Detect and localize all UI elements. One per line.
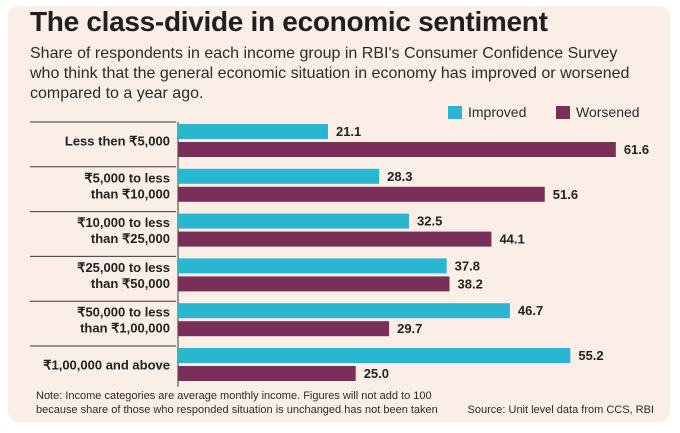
category-label-line: than ₹25,000 — [91, 231, 170, 246]
value-label-worsened: 25.0 — [364, 366, 389, 381]
value-label-improved: 37.8 — [455, 258, 480, 273]
category-label-line: ₹50,000 to less — [77, 305, 170, 320]
category-label-line: than ₹1,00,000 — [80, 321, 170, 336]
value-label-improved: 55.2 — [578, 348, 603, 363]
bar-improved-4 — [178, 303, 510, 319]
bar-worsened-1 — [178, 186, 545, 202]
category-label-line: ₹25,000 to less — [77, 260, 170, 275]
category-label: Less then ₹5,000 — [65, 134, 170, 149]
legend-worsened-label: Worsened — [576, 104, 640, 120]
category-label-line: Less then ₹5,000 — [65, 134, 170, 149]
bar-improved-0 — [178, 124, 328, 139]
category-label: ₹1,00,000 and above — [43, 358, 170, 373]
value-label-worsened: 29.7 — [397, 321, 422, 336]
chart-subtitle: Share of respondents in each income grou… — [30, 45, 630, 102]
value-label-worsened: 51.6 — [553, 187, 578, 202]
chart-title: The class-divide in economic sentiment — [30, 6, 548, 37]
source-credit: Source: Unit level data from CCS, RBI — [467, 404, 654, 416]
value-label-worsened: 44.1 — [499, 232, 524, 247]
category-label-line: ₹1,00,000 and above — [43, 358, 170, 373]
value-label-improved: 46.7 — [518, 303, 543, 318]
category-label-line: than ₹10,000 — [91, 186, 170, 201]
bar-worsened-4 — [178, 321, 390, 337]
bar-worsened-0 — [178, 142, 616, 157]
value-label-improved: 32.5 — [417, 214, 442, 229]
bar-improved-1 — [178, 168, 380, 184]
value-label-improved: 28.3 — [387, 169, 412, 184]
legend-improved: Improved — [448, 104, 526, 120]
category-label-line: than ₹50,000 — [91, 276, 170, 291]
bar-improved-3 — [178, 258, 447, 274]
category-label: ₹5,000 to less than ₹10,000 — [84, 170, 170, 201]
legend-improved-swatch — [448, 105, 462, 119]
value-label-worsened: 38.2 — [458, 276, 483, 291]
category-label: ₹10,000 to less than ₹25,000 — [77, 215, 170, 246]
category-label: ₹50,000 to less than ₹1,00,000 — [77, 305, 170, 336]
bar-worsened-3 — [178, 276, 450, 292]
category-label-line: ₹10,000 to less — [77, 215, 170, 230]
bar-worsened-5 — [178, 366, 356, 381]
value-label-improved: 21.1 — [336, 124, 361, 139]
value-label-worsened: 61.6 — [624, 142, 649, 157]
bar-worsened-2 — [178, 231, 492, 247]
bar-improved-2 — [178, 213, 409, 229]
category-label: ₹25,000 to less than ₹50,000 — [77, 260, 170, 291]
footnote: Note: Income categories are average mont… — [36, 390, 438, 416]
bar-improved-5 — [178, 348, 571, 363]
legend-improved-label: Improved — [468, 104, 527, 120]
category-label-line: ₹5,000 to less — [84, 170, 170, 185]
legend-worsened-swatch — [556, 105, 570, 119]
legend-worsened: Worsened — [556, 104, 640, 120]
